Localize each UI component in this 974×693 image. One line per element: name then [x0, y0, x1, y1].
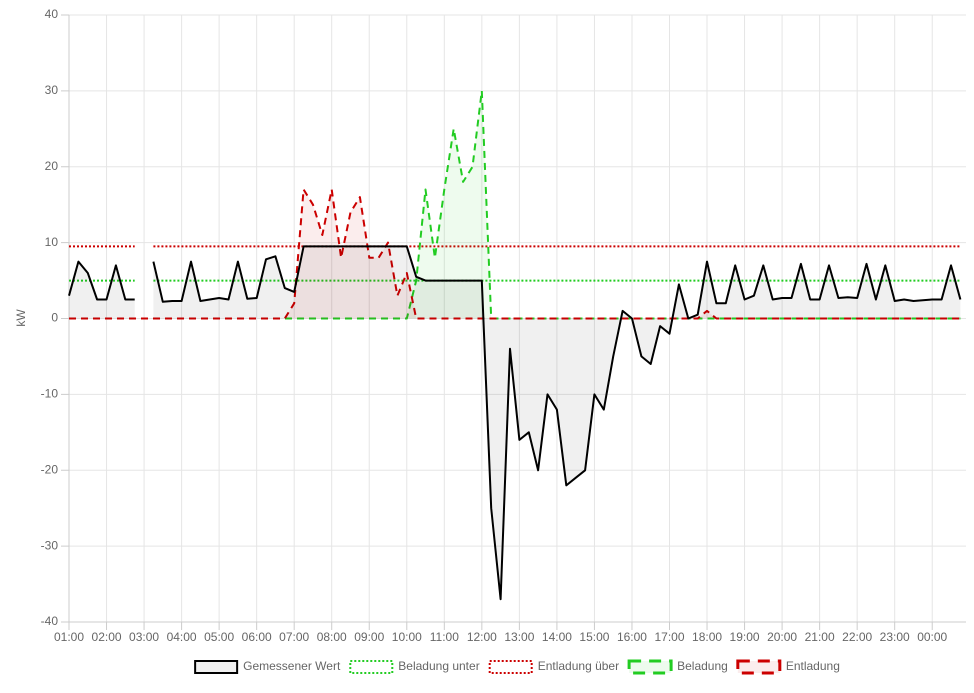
x-tick-label: 22:00 — [842, 630, 872, 644]
area-fill — [153, 246, 961, 600]
x-tick-label: 02:00 — [92, 630, 122, 644]
y-tick-label: -10 — [41, 387, 59, 401]
x-tick-label: 09:00 — [354, 630, 384, 644]
x-tick-label: 20:00 — [767, 630, 797, 644]
x-tick-label: 15:00 — [579, 630, 609, 644]
y-tick-label: -20 — [41, 462, 59, 476]
x-tick-label: 07:00 — [279, 630, 309, 644]
legend: Gemessener Wert Beladung unter Entladung ü… — [194, 659, 840, 675]
legend-label: Entladung — [786, 659, 840, 673]
series-line — [69, 188, 961, 320]
legend-swatch — [194, 660, 239, 674]
y-tick-label: 20 — [45, 159, 59, 173]
x-tick-label: 05:00 — [204, 630, 234, 644]
x-tick-label: 10:00 — [392, 630, 422, 644]
legend-label: Entladung über — [538, 659, 619, 673]
legend-swatch — [349, 660, 394, 674]
y-tick-label: 40 — [45, 7, 59, 21]
legend-label: Beladung — [677, 659, 728, 673]
x-tick-label: 19:00 — [730, 630, 760, 644]
legend-swatch — [627, 659, 673, 675]
series-line — [152, 245, 962, 601]
area-fill — [69, 261, 135, 319]
x-tick-label: 17:00 — [654, 630, 684, 644]
y-axis-label: kW — [14, 309, 28, 327]
x-tick-label: 11:00 — [430, 630, 459, 644]
x-tick-label: 06:00 — [242, 630, 272, 644]
legend-swatch — [488, 660, 533, 674]
legend-label: Gemessener Wert — [243, 659, 341, 673]
y-tick-label: -40 — [41, 614, 59, 628]
x-tick-label: 03:00 — [129, 630, 159, 644]
x-tick-label: 14:00 — [542, 630, 572, 644]
x-tick-label: 01:00 — [54, 630, 84, 644]
legend-swatch — [736, 659, 782, 675]
y-tick-label: -30 — [41, 538, 59, 552]
x-tick-label: 23:00 — [880, 630, 910, 644]
x-tick-label: 16:00 — [617, 630, 647, 644]
x-tick-label: 04:00 — [167, 630, 197, 644]
x-tick-label: 18:00 — [692, 630, 722, 644]
x-tick-label: 21:00 — [805, 630, 835, 644]
y-tick-label: 10 — [45, 235, 59, 249]
x-tick-label: 13:00 — [504, 630, 534, 644]
y-tick-label: 0 — [51, 311, 58, 325]
x-tick-label: 12:00 — [467, 630, 497, 644]
x-tick-label: 08:00 — [317, 630, 347, 644]
legend-label: Beladung unter — [398, 659, 479, 673]
x-tick-label: 00:00 — [917, 630, 947, 644]
series-line — [68, 260, 135, 301]
y-tick-label: 30 — [45, 83, 59, 97]
